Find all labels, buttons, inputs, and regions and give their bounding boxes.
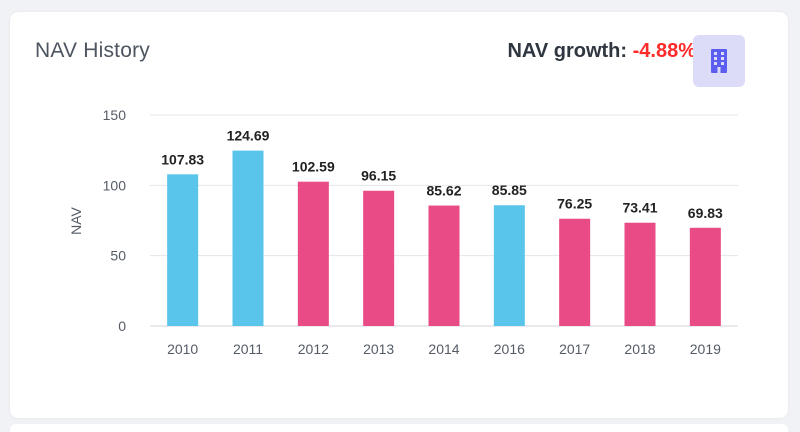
x-tick-label: 2018	[624, 341, 655, 357]
bar	[624, 222, 656, 326]
x-tick-label: 2016	[494, 341, 525, 357]
x-tick-label: 2014	[428, 341, 459, 357]
bar-value-label: 76.25	[557, 196, 592, 212]
bar-value-label: 102.59	[292, 159, 335, 175]
y-axis-label: NAV	[68, 206, 84, 234]
bar-value-label: 69.83	[688, 205, 723, 221]
x-tick-label: 2013	[363, 341, 394, 357]
bar-value-label: 124.69	[227, 128, 270, 144]
bar	[297, 181, 329, 326]
x-tick-label: 2010	[167, 341, 198, 357]
bar	[232, 150, 264, 326]
bar	[559, 218, 591, 326]
nav-growth-value: -4.88%	[632, 40, 696, 62]
bar	[167, 174, 199, 326]
bar-value-label: 73.41	[622, 200, 657, 216]
x-tick-label: 2017	[559, 341, 590, 357]
nav-growth: NAV growth: -4.88%	[507, 40, 696, 63]
x-tick-label: 2011	[233, 341, 263, 357]
x-tick-label: 2012	[298, 341, 329, 357]
next-card-edge	[10, 424, 788, 432]
bar	[428, 205, 460, 326]
building-icon	[711, 49, 727, 73]
building-button[interactable]	[693, 35, 745, 87]
bar	[689, 227, 721, 326]
nav-history-card	[10, 12, 788, 418]
x-tick-label: 2019	[690, 341, 721, 357]
y-tick-label: 0	[118, 318, 126, 334]
card-title: NAV History	[35, 39, 150, 62]
y-tick-label: 100	[103, 177, 127, 193]
bar	[493, 205, 525, 326]
y-tick-label: 150	[103, 107, 127, 123]
y-tick-label: 50	[110, 248, 126, 264]
bar-value-label: 85.62	[426, 183, 461, 199]
bar	[363, 190, 395, 326]
bar-value-label: 85.85	[492, 182, 527, 198]
bar-value-label: 107.83	[161, 151, 204, 167]
bar-value-label: 96.15	[361, 168, 396, 184]
nav-growth-label: NAV growth:	[507, 40, 628, 62]
